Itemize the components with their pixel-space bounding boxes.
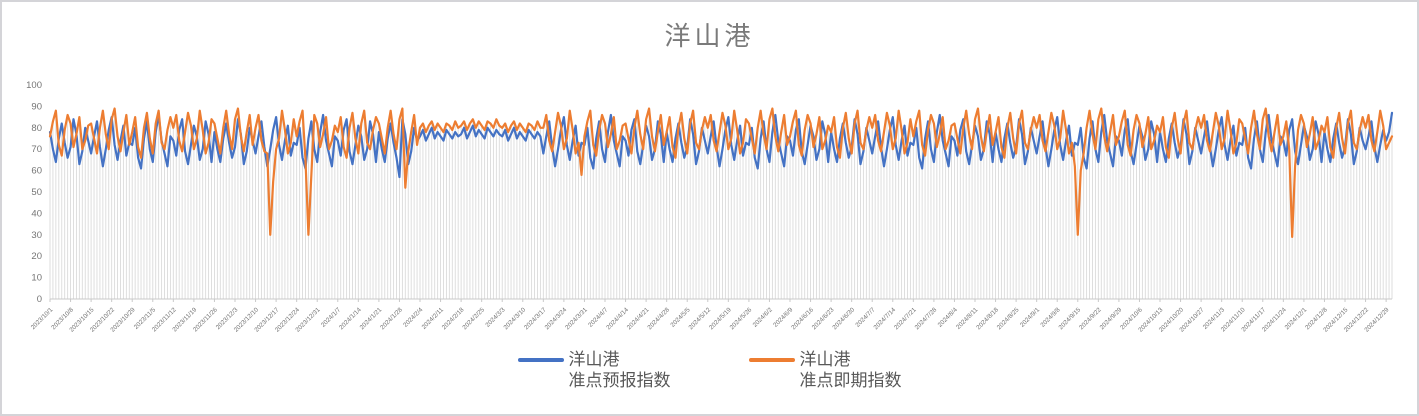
legend-label-line1: 洋山港: [799, 350, 851, 369]
orange-line-swatch-icon: [748, 358, 795, 362]
svg-text:2024/2/25: 2024/2/25: [461, 306, 486, 331]
legend-label-line1: 洋山港: [568, 350, 620, 369]
legend-label-line2: 准点即期指数: [799, 371, 902, 390]
svg-text:2024/3/31: 2024/3/31: [564, 306, 589, 331]
svg-text:2024/7/28: 2024/7/28: [914, 306, 939, 331]
svg-text:2024/9/1: 2024/9/1: [1019, 306, 1042, 329]
blue-line-swatch-icon: [517, 358, 564, 362]
legend-item-spot-index: 洋山港 准点即期指数: [748, 349, 902, 391]
svg-text:10: 10: [31, 273, 42, 284]
legend-label-line2: 准点预报指数: [568, 371, 671, 390]
svg-text:50: 50: [31, 187, 42, 198]
svg-text:60: 60: [31, 166, 42, 177]
chart-legend: 洋山港 准点预报指数 洋山港 准点即期指数: [2, 349, 1417, 391]
svg-text:20: 20: [31, 251, 42, 262]
svg-text:0: 0: [37, 294, 42, 305]
svg-text:2024/8/25: 2024/8/25: [996, 306, 1021, 331]
svg-text:70: 70: [31, 144, 42, 155]
svg-text:80: 80: [31, 123, 42, 134]
svg-text:40: 40: [31, 208, 42, 219]
legend-label: 洋山港 准点即期指数: [800, 349, 902, 391]
svg-text:2024/6/30: 2024/6/30: [831, 306, 856, 331]
svg-text:100: 100: [26, 80, 42, 91]
svg-text:2024/6/2: 2024/6/2: [752, 306, 775, 329]
legend-item-forecast-index: 洋山港 准点预报指数: [517, 349, 671, 391]
svg-text:2024/4/28: 2024/4/28: [646, 306, 671, 331]
svg-text:30: 30: [31, 230, 42, 241]
svg-text:2024/5/26: 2024/5/26: [729, 306, 754, 331]
svg-text:2024/1/28: 2024/1/28: [379, 306, 404, 331]
plot-area: 2023/10/12023/10/82023/10/152023/10/2220…: [26, 80, 1394, 334]
chart-title: 洋山港: [664, 21, 755, 51]
legend-label: 洋山港 准点预报指数: [569, 349, 671, 391]
svg-text:90: 90: [31, 101, 42, 112]
